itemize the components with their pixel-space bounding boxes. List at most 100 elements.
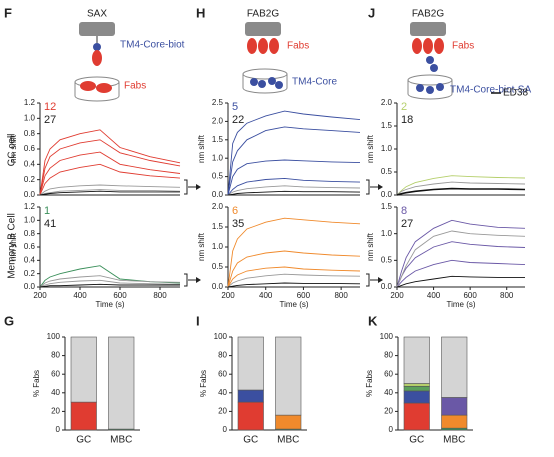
bracket	[184, 179, 188, 195]
y-axis-label: % Fabs	[365, 370, 374, 397]
bracket	[366, 179, 370, 195]
x-tick-label: 600	[297, 291, 311, 300]
bar-segment	[403, 383, 430, 387]
bar-segment	[237, 336, 264, 391]
schematic-label: SAX	[87, 9, 107, 20]
antigen	[258, 80, 266, 88]
panel-letter: H	[196, 5, 205, 20]
x-tick-label: 400	[427, 291, 441, 300]
schematic-label: Fabs	[452, 41, 474, 52]
x-tick-label: GC	[409, 435, 424, 446]
trace	[227, 110, 361, 196]
y-tick-label: 0	[56, 425, 61, 434]
y-tick-label: 100	[47, 332, 61, 341]
y-tick-label: 0.5	[381, 255, 393, 264]
well	[407, 80, 453, 100]
trace	[39, 275, 181, 288]
count-label: 12	[44, 101, 56, 113]
bar-segment	[403, 336, 430, 384]
y-tick-label: 1.5	[381, 121, 393, 130]
bar-segment	[441, 336, 468, 398]
schematic-label: Fabs	[287, 41, 309, 52]
trace	[396, 187, 526, 196]
y-tick-label: 0.4	[24, 255, 36, 264]
fab	[412, 38, 422, 54]
schematic: SAX TM4-Core-biot Fabs	[74, 9, 185, 102]
x-tick-label: MBC	[110, 435, 132, 446]
x-tick-label: 800	[334, 291, 348, 300]
x-tick-label: 400	[73, 291, 87, 300]
count-label: 5	[232, 101, 238, 113]
antigen	[436, 83, 444, 91]
y-tick-label: 0.5	[381, 167, 393, 176]
bar-segment	[237, 389, 264, 403]
trace	[396, 181, 526, 196]
bar-segment	[275, 336, 302, 416]
y-tick-label: 1.2	[24, 98, 36, 107]
y-axis-label: nm shift	[366, 134, 375, 163]
trace	[227, 159, 361, 196]
count-label: 8	[401, 205, 407, 217]
y-tick-label: 0.0	[212, 190, 224, 199]
panel-letter: F	[4, 5, 12, 20]
count-label: 22	[232, 114, 244, 126]
trace	[396, 275, 525, 288]
trace	[227, 217, 361, 288]
trace	[227, 177, 361, 196]
y-tick-label: 20	[218, 407, 227, 416]
fab	[269, 38, 279, 54]
x-tick-label: 600	[113, 291, 127, 300]
y-axis-label: nm shift	[197, 134, 206, 163]
trace	[396, 259, 526, 288]
arrowhead	[378, 277, 383, 283]
y-tick-label: 40	[218, 388, 227, 397]
y-tick-label: 1.0	[24, 113, 36, 122]
trace	[39, 129, 181, 196]
y-tick-label: 2.0	[381, 98, 393, 107]
bar-segment	[441, 397, 468, 416]
panel-letter: G	[4, 313, 14, 328]
trace	[39, 279, 181, 288]
y-tick-label: 0.2	[24, 175, 36, 184]
fab	[96, 83, 112, 93]
y-tick-label: 2.5	[212, 98, 224, 107]
bar-segment	[108, 336, 135, 430]
y-tick-label: 60	[51, 369, 60, 378]
y-tick-label: 40	[384, 388, 393, 397]
y-tick-label: 20	[51, 407, 60, 416]
schematic: FAB2G Fabs TM4-Core-biot-SA	[407, 9, 531, 100]
x-tick-label: MBC	[443, 435, 465, 446]
trace	[227, 185, 361, 196]
y-axis-label: nm shift	[9, 134, 18, 163]
x-tick-label: 800	[153, 291, 167, 300]
panel-letter: I	[196, 313, 200, 328]
y-axis-label: nm shift	[197, 232, 206, 261]
y-tick-label: 0	[389, 425, 394, 434]
y-tick-label: 100	[214, 332, 228, 341]
x-axis-label: Time (s)	[279, 300, 308, 309]
trace	[227, 282, 361, 288]
x-tick-label: 200	[390, 291, 404, 300]
antigen	[268, 77, 276, 85]
trace	[39, 163, 181, 196]
bar-segment	[403, 402, 430, 431]
y-tick-label: 1.0	[381, 229, 393, 238]
x-tick-label: GC	[243, 435, 258, 446]
y-tick-label: 1.5	[212, 135, 224, 144]
y-axis-label: nm shift	[366, 232, 375, 261]
trace	[39, 189, 181, 196]
count-label: 41	[44, 218, 56, 230]
schematic-label: TM4-Core-biot-SA	[450, 85, 531, 96]
trace	[39, 190, 180, 196]
count-label: 18	[401, 114, 413, 126]
zoom-marker	[184, 179, 378, 287]
trace	[227, 126, 361, 196]
trace	[227, 266, 361, 288]
y-tick-label: 0.4	[24, 159, 36, 168]
y-tick-label: 100	[380, 332, 394, 341]
y-tick-label: 0.6	[24, 242, 36, 251]
y-axis-label: % Fabs	[199, 370, 208, 397]
sensor-tip	[245, 22, 281, 36]
antigen	[416, 84, 424, 92]
